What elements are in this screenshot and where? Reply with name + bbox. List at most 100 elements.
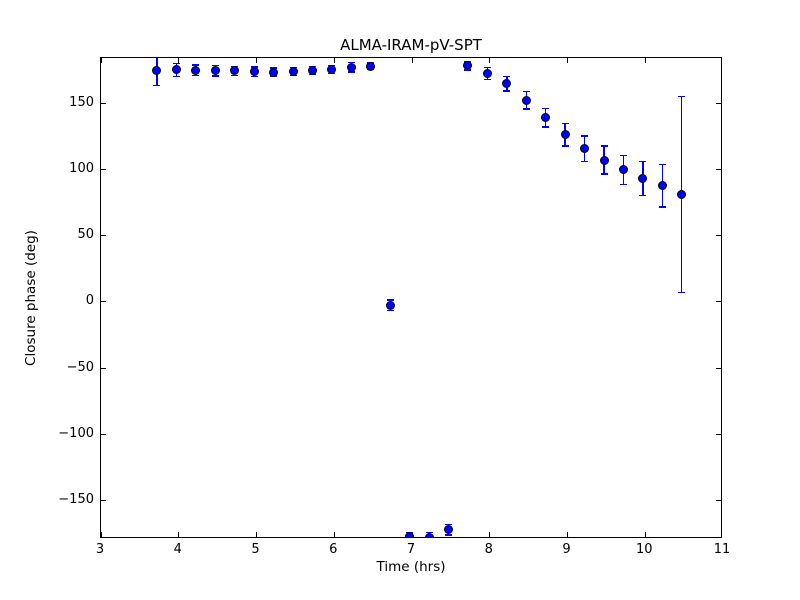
error-bar-cap-bottom	[581, 160, 589, 163]
y-tick-mark-right	[716, 235, 721, 237]
x-tick-mark-top	[178, 58, 180, 63]
y-tick-label: −50	[66, 359, 94, 375]
error-bar-cap-top	[522, 91, 530, 93]
error-bar-cap-bottom	[483, 78, 491, 80]
error-bar-cap-bottom	[503, 90, 511, 92]
y-tick-label: 150	[69, 94, 94, 110]
x-tick-mark-top	[333, 58, 335, 63]
data-point	[307, 66, 317, 76]
error-bar-cap-bottom	[619, 183, 627, 186]
data-point	[269, 67, 279, 77]
error-bar-cap-bottom	[386, 309, 394, 312]
y-tick-label: −100	[58, 425, 94, 441]
data-point	[288, 67, 298, 77]
y-tick-mark	[101, 500, 106, 502]
data-point	[405, 531, 415, 537]
x-tick-label: 7	[406, 542, 416, 557]
error-bar-cap-top	[192, 64, 200, 66]
data-point	[385, 300, 395, 310]
x-tick-label: 3	[95, 542, 105, 557]
error-bar-cap-top	[172, 62, 180, 64]
data-point	[230, 66, 240, 76]
y-tick-mark	[101, 301, 106, 303]
y-tick-mark-right	[716, 168, 721, 170]
error-bar-cap-top	[581, 135, 589, 137]
error-bar-cap-top	[445, 523, 453, 526]
y-tick-mark	[101, 235, 106, 237]
plot-area	[100, 57, 722, 538]
data-point	[463, 61, 473, 71]
data-point	[560, 130, 570, 140]
error-bar-cap-top	[211, 64, 219, 67]
error-bar-cap-bottom	[678, 291, 686, 294]
data-point	[541, 113, 551, 123]
error-bar-cap-bottom	[639, 195, 647, 197]
data-point	[327, 64, 337, 74]
x-tick-label: 9	[562, 542, 571, 557]
error-bar-cap-bottom	[542, 126, 550, 128]
x-tick-mark-top	[567, 58, 568, 63]
error-bar-cap-bottom	[192, 75, 200, 77]
data-point	[482, 68, 492, 78]
error-bar-cap-top	[639, 160, 647, 163]
x-tick-mark	[101, 532, 102, 537]
error-bar-cap-top	[425, 531, 433, 534]
y-tick-mark	[101, 102, 106, 104]
data-point	[599, 155, 609, 165]
x-axis-label: Time (hrs)	[376, 559, 446, 575]
data-point	[210, 66, 220, 76]
x-tick-mark	[333, 532, 335, 537]
x-tick-mark-top	[101, 58, 102, 63]
error-bar-cap-top	[231, 65, 239, 68]
y-tick-mark	[101, 367, 106, 369]
y-tick-mark-right	[716, 301, 721, 303]
error-bar-cap-bottom	[172, 75, 180, 78]
data-point	[444, 525, 454, 535]
data-point	[638, 174, 648, 184]
x-tick-mark	[644, 532, 646, 537]
x-tick-label: 4	[173, 542, 182, 557]
x-tick-label: 6	[329, 542, 338, 557]
x-tick-mark	[256, 532, 257, 537]
error-bar-cap-bottom	[600, 173, 608, 175]
error-bar-cap-top	[250, 66, 258, 68]
y-tick-mark-right	[716, 102, 721, 104]
error-bar-cap-top	[658, 163, 666, 166]
x-tick-mark	[567, 532, 568, 537]
error-bar-cap-bottom	[522, 108, 530, 110]
data-point	[152, 66, 162, 76]
error-bar-cap-bottom	[211, 75, 219, 77]
y-tick-mark-right	[716, 433, 721, 435]
error-bar-cap-bottom	[347, 71, 355, 73]
y-tick-label: 0	[85, 293, 94, 309]
error-bar-cap-top	[678, 95, 686, 98]
error-bar-cap-bottom	[658, 206, 666, 208]
data-point	[191, 65, 201, 75]
data-point	[502, 79, 512, 89]
x-tick-label: 8	[484, 542, 493, 557]
y-tick-label: −150	[58, 492, 94, 508]
x-tick-mark-top	[411, 58, 413, 63]
x-tick-mark	[489, 532, 491, 537]
y-tick-label: 50	[77, 227, 94, 243]
y-tick-label: 100	[69, 160, 94, 176]
y-tick-mark	[101, 433, 106, 435]
error-bar-cap-top	[542, 107, 550, 110]
x-tick-label: 10	[635, 542, 653, 557]
y-tick-mark-right	[716, 367, 721, 369]
x-tick-label: 11	[713, 542, 731, 557]
y-tick-mark-right	[716, 500, 721, 502]
data-point	[521, 95, 531, 105]
y-tick-mark	[101, 168, 106, 170]
plot-title: ALMA-IRAM-pV-SPT	[340, 36, 482, 54]
error-bar-cap-top	[386, 299, 394, 301]
error-bar-cap-top	[619, 154, 627, 157]
data-point	[366, 61, 376, 71]
data-point	[424, 532, 434, 537]
error-bar-cap-top	[503, 75, 511, 78]
data-point	[618, 165, 628, 175]
data-point	[657, 181, 667, 191]
error-bar-cap-bottom	[250, 75, 258, 77]
x-tick-mark-top	[644, 58, 646, 63]
